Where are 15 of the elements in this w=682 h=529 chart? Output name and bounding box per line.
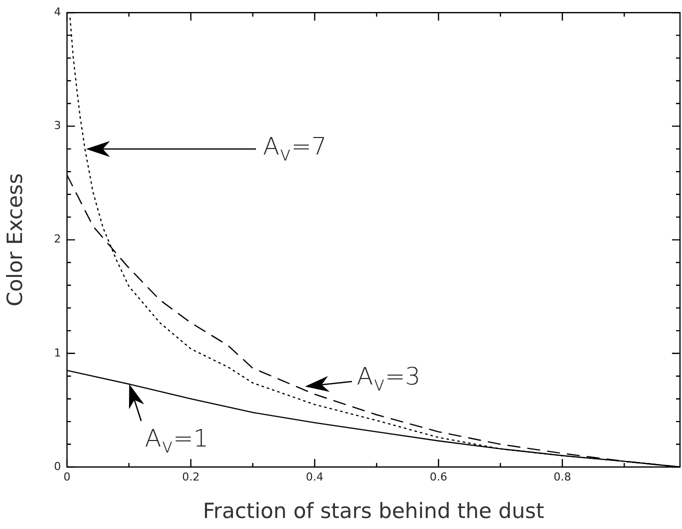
y-tick-label: 2 xyxy=(54,232,61,246)
annotation: A$_{v}$=1 xyxy=(144,424,209,458)
x-axis-title: Fraction of stars behind the dust xyxy=(202,498,544,523)
y-tick-label: 1 xyxy=(54,346,61,360)
x-tick-label: 0.2 xyxy=(182,470,200,484)
y-axis-title: Color Excess xyxy=(3,173,28,306)
y-tick-label: 3 xyxy=(54,119,61,132)
x-tick-label: 0 xyxy=(64,470,70,484)
x-tick-label: 0.6 xyxy=(430,470,448,484)
y-tick-label: 0 xyxy=(54,460,61,473)
annotation: A$_{v}$=3 xyxy=(356,362,420,396)
annotation: A$_{v}$=7 xyxy=(263,132,327,166)
y-tick-label: 4 xyxy=(54,5,61,18)
x-tick-label: 0.8 xyxy=(554,470,572,484)
x-tick-label: 0.4 xyxy=(306,470,324,484)
